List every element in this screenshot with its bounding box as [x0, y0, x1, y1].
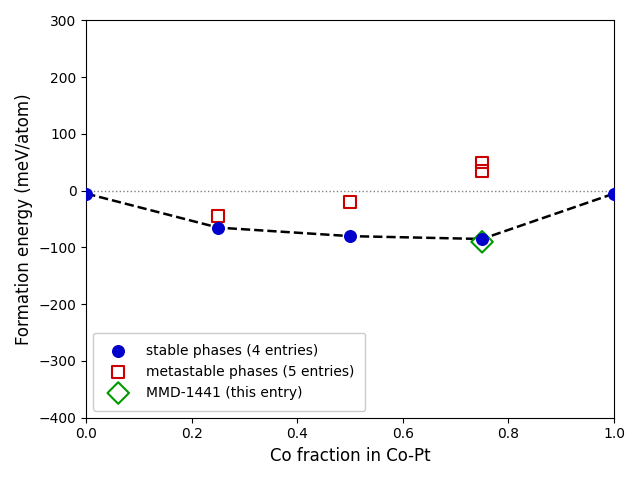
metastable phases (5 entries)	[345, 198, 355, 206]
MMD-1441 (this entry)	[477, 238, 487, 246]
stable phases (4 entries)	[81, 190, 92, 197]
X-axis label: Co fraction in Co-Pt: Co fraction in Co-Pt	[270, 447, 431, 465]
Legend: stable phases (4 entries), metastable phases (5 entries), MMD-1441 (this entry): stable phases (4 entries), metastable ph…	[93, 333, 365, 411]
stable phases (4 entries)	[609, 190, 619, 197]
stable phases (4 entries)	[213, 224, 223, 231]
metastable phases (5 entries)	[477, 167, 487, 175]
metastable phases (5 entries)	[477, 158, 487, 166]
stable phases (4 entries)	[345, 232, 355, 240]
metastable phases (5 entries)	[213, 213, 223, 220]
stable phases (4 entries)	[477, 235, 487, 243]
Y-axis label: Formation energy (meV/atom): Formation energy (meV/atom)	[15, 93, 33, 345]
